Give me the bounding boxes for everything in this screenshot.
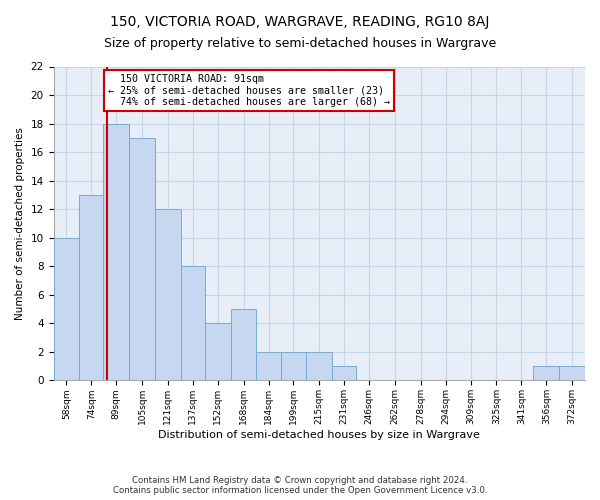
Bar (53, 238, 79, 380)
Bar (181, 266, 205, 380)
Bar (281, 352, 307, 380)
Text: Contains HM Land Registry data © Crown copyright and database right 2024.
Contai: Contains HM Land Registry data © Crown c… (113, 476, 487, 495)
Bar (230, 309, 256, 380)
X-axis label: Distribution of semi-detached houses by size in Wargrave: Distribution of semi-detached houses by … (158, 430, 480, 440)
Bar (129, 138, 155, 380)
Bar (256, 352, 281, 380)
Bar (103, 124, 129, 380)
Bar (332, 366, 356, 380)
Bar (155, 209, 181, 380)
Text: 150 VICTORIA ROAD: 91sqm
← 25% of semi-detached houses are smaller (23)
  74% of: 150 VICTORIA ROAD: 91sqm ← 25% of semi-d… (108, 74, 390, 107)
Bar (559, 366, 585, 380)
Bar (205, 324, 230, 380)
Text: 150, VICTORIA ROAD, WARGRAVE, READING, RG10 8AJ: 150, VICTORIA ROAD, WARGRAVE, READING, R… (110, 15, 490, 29)
Text: Size of property relative to semi-detached houses in Wargrave: Size of property relative to semi-detach… (104, 38, 496, 51)
Bar (533, 366, 559, 380)
Bar (307, 352, 332, 380)
Bar (79, 195, 103, 380)
Y-axis label: Number of semi-detached properties: Number of semi-detached properties (15, 127, 25, 320)
